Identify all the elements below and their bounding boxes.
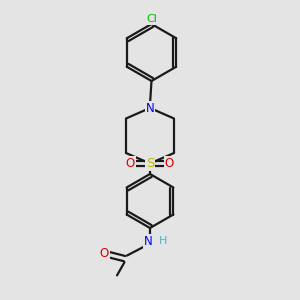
Text: N: N: [144, 235, 153, 248]
Text: S: S: [146, 157, 154, 170]
Text: N: N: [146, 101, 154, 115]
Text: Cl: Cl: [146, 14, 157, 24]
Text: N: N: [146, 157, 154, 170]
Text: O: O: [100, 247, 109, 260]
Text: O: O: [165, 157, 174, 170]
Text: O: O: [126, 157, 135, 170]
Text: H: H: [158, 236, 167, 247]
